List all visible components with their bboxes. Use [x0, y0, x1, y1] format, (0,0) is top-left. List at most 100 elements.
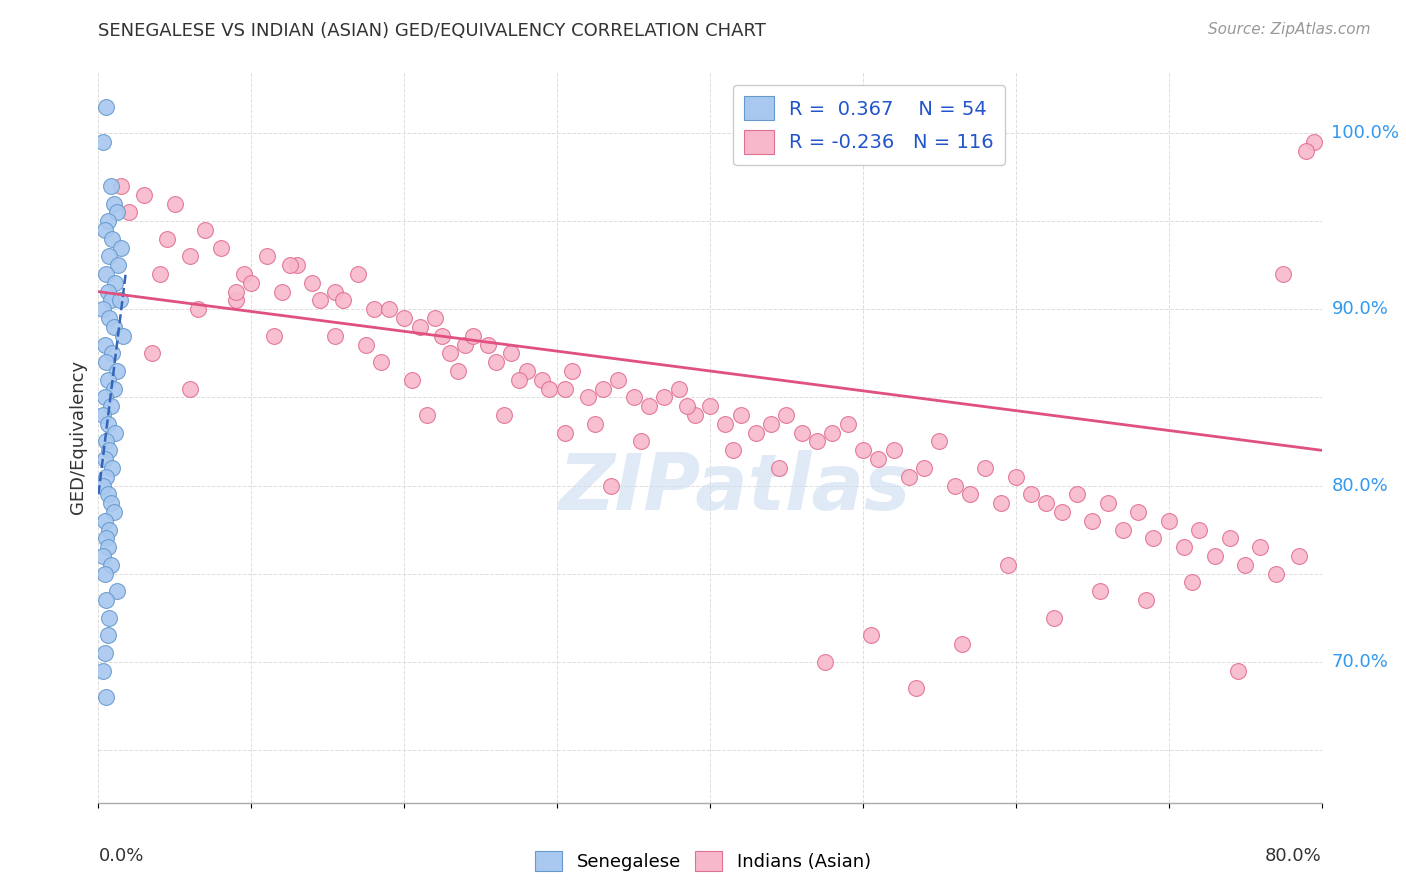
- Point: [93, 223, 115, 237]
- Point: [163, 196, 186, 211]
- Point: [105, 364, 128, 378]
- Point: [1135, 593, 1157, 607]
- Point: [721, 443, 744, 458]
- Point: [714, 417, 737, 431]
- Point: [416, 408, 439, 422]
- Point: [91, 135, 114, 149]
- Point: [91, 549, 114, 563]
- Legend: Senegalese, Indians (Asian): Senegalese, Indians (Asian): [527, 844, 879, 879]
- Point: [98, 523, 121, 537]
- Point: [103, 505, 125, 519]
- Point: [1173, 540, 1195, 554]
- Point: [775, 408, 797, 422]
- Point: [118, 205, 141, 219]
- Point: [592, 382, 614, 396]
- Point: [401, 373, 423, 387]
- Point: [141, 346, 163, 360]
- Point: [301, 276, 323, 290]
- Point: [583, 417, 606, 431]
- Text: 80.0%: 80.0%: [1265, 847, 1322, 864]
- Text: Source: ZipAtlas.com: Source: ZipAtlas.com: [1208, 22, 1371, 37]
- Point: [325, 285, 347, 299]
- Point: [439, 346, 461, 360]
- Point: [225, 293, 247, 308]
- Point: [91, 478, 114, 492]
- Point: [97, 373, 120, 387]
- Point: [630, 434, 652, 449]
- Point: [285, 258, 308, 272]
- Point: [814, 655, 837, 669]
- Point: [1050, 505, 1073, 519]
- Point: [561, 364, 583, 378]
- Point: [309, 293, 332, 308]
- Point: [928, 434, 950, 449]
- Text: SENEGALESE VS INDIAN (ASIAN) GED/EQUIVALENCY CORRELATION CHART: SENEGALESE VS INDIAN (ASIAN) GED/EQUIVAL…: [98, 22, 766, 40]
- Point: [1019, 487, 1042, 501]
- Point: [107, 258, 129, 272]
- Point: [1234, 558, 1257, 572]
- Point: [461, 328, 484, 343]
- Point: [179, 249, 201, 263]
- Point: [94, 100, 117, 114]
- Point: [93, 337, 115, 351]
- Y-axis label: GED/Equivalency: GED/Equivalency: [69, 360, 87, 514]
- Text: 0.0%: 0.0%: [98, 847, 143, 864]
- Point: [943, 478, 966, 492]
- Point: [790, 425, 813, 440]
- Point: [1035, 496, 1057, 510]
- Point: [93, 646, 115, 660]
- Point: [225, 285, 247, 299]
- Point: [378, 302, 401, 317]
- Point: [97, 487, 120, 501]
- Point: [447, 364, 470, 378]
- Point: [98, 249, 121, 263]
- Point: [637, 399, 661, 413]
- Point: [93, 566, 115, 581]
- Point: [477, 337, 499, 351]
- Point: [730, 408, 752, 422]
- Point: [105, 205, 128, 219]
- Point: [607, 373, 630, 387]
- Point: [501, 346, 523, 360]
- Point: [363, 302, 385, 317]
- Point: [623, 391, 645, 405]
- Point: [485, 355, 508, 369]
- Point: [1250, 540, 1272, 554]
- Point: [392, 311, 416, 326]
- Point: [699, 399, 721, 413]
- Point: [1272, 267, 1295, 281]
- Point: [821, 425, 844, 440]
- Point: [94, 532, 117, 546]
- Point: [997, 558, 1019, 572]
- Point: [1219, 532, 1241, 546]
- Point: [93, 452, 115, 467]
- Point: [745, 425, 768, 440]
- Point: [676, 399, 699, 413]
- Text: 90.0%: 90.0%: [1331, 301, 1388, 318]
- Point: [432, 328, 454, 343]
- Point: [103, 196, 125, 211]
- Point: [97, 628, 120, 642]
- Point: [538, 382, 561, 396]
- Point: [94, 267, 117, 281]
- Point: [354, 337, 377, 351]
- Point: [912, 461, 935, 475]
- Point: [1128, 505, 1150, 519]
- Point: [423, 311, 446, 326]
- Text: 70.0%: 70.0%: [1331, 653, 1388, 671]
- Point: [98, 311, 121, 326]
- Point: [530, 373, 553, 387]
- Point: [1142, 532, 1164, 546]
- Point: [110, 178, 132, 193]
- Point: [554, 382, 576, 396]
- Point: [1295, 144, 1317, 158]
- Point: [1157, 514, 1180, 528]
- Point: [232, 267, 254, 281]
- Point: [768, 461, 790, 475]
- Point: [134, 187, 156, 202]
- Point: [270, 285, 294, 299]
- Point: [91, 302, 114, 317]
- Point: [209, 241, 232, 255]
- Point: [97, 417, 120, 431]
- Point: [1204, 549, 1226, 563]
